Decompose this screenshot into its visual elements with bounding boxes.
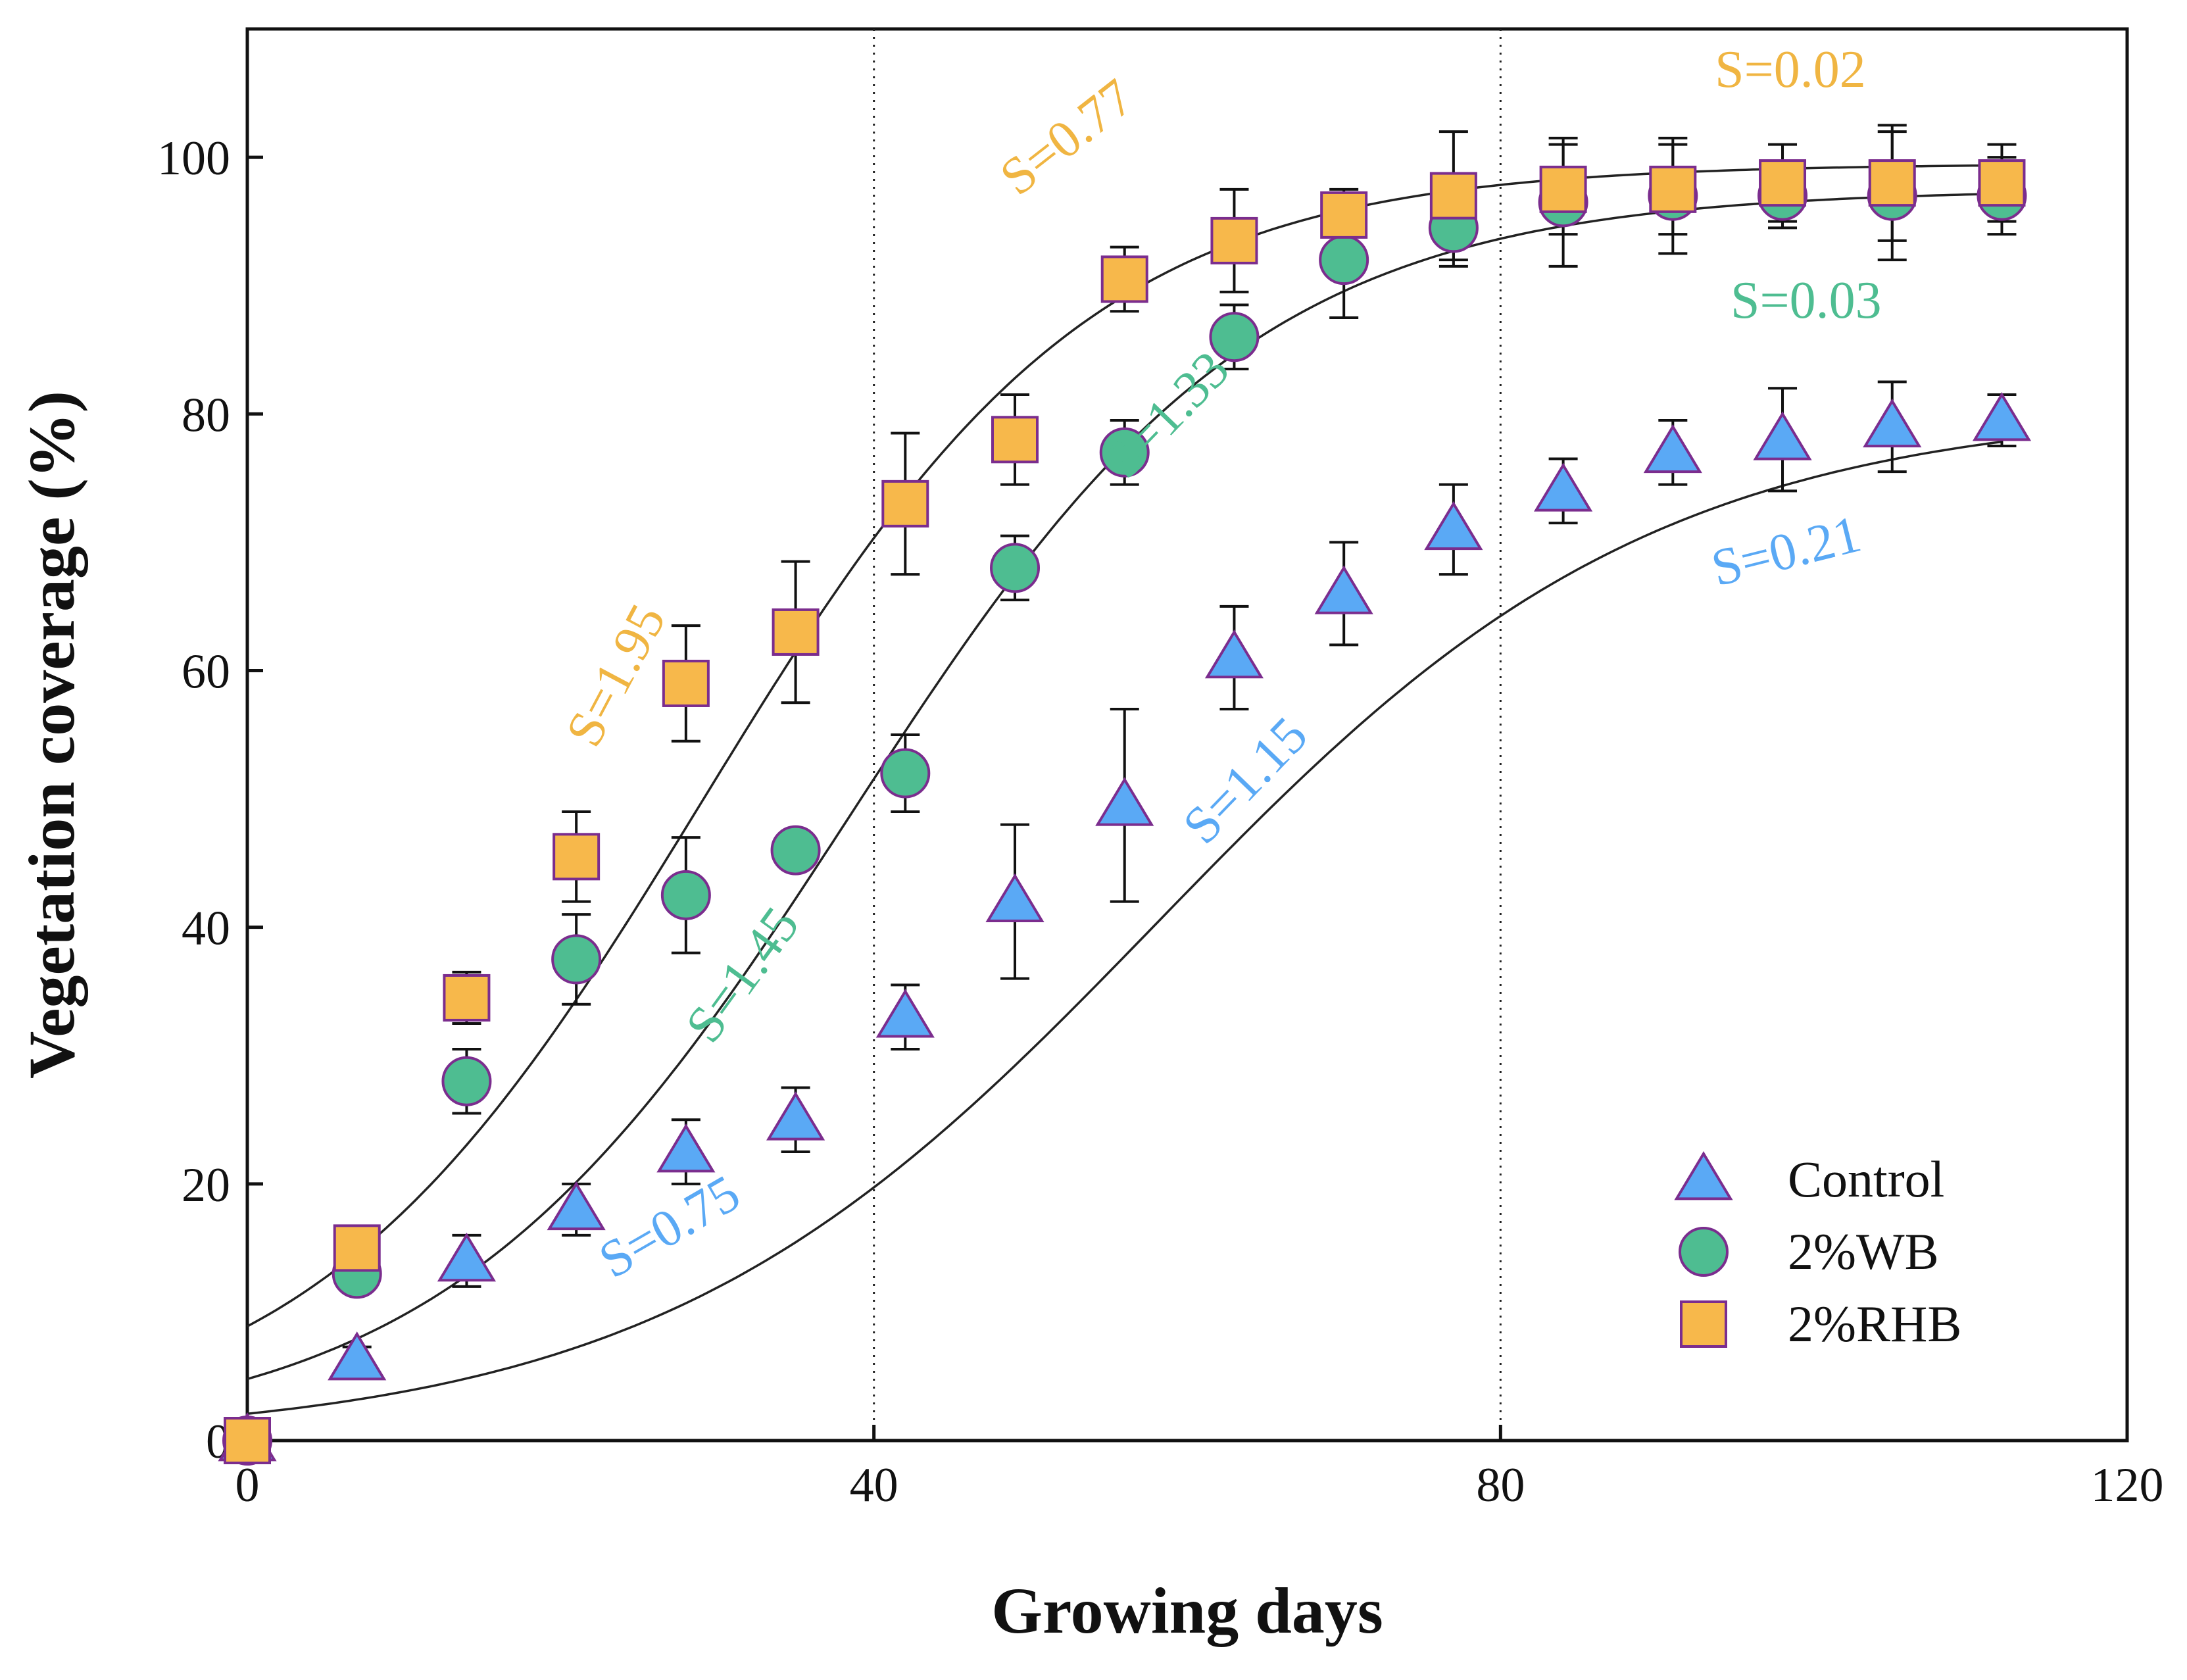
legend-marker-control xyxy=(1674,1151,1733,1200)
data-point-2pct-rhb xyxy=(772,608,820,656)
data-point-control xyxy=(547,1181,606,1231)
legend-label-2pct-wb: 2%WB xyxy=(1788,1223,1939,1280)
data-point-2pct-rhb xyxy=(443,974,491,1022)
data-point-control xyxy=(437,1232,497,1282)
data-point-2pct-rhb xyxy=(662,659,710,707)
data-point-2pct-rhb xyxy=(991,416,1039,464)
data-point-control xyxy=(1095,777,1154,826)
data-point-2pct-rhb xyxy=(333,1224,381,1272)
data-point-control xyxy=(1314,565,1373,614)
data-point-control xyxy=(656,1124,716,1173)
y-tick-label: 40 xyxy=(182,902,230,956)
x-tick-label: 120 xyxy=(2091,1458,2164,1512)
slope-annotation-control: S=0.21 xyxy=(1706,505,1867,598)
legend-label-2pct-rhb: 2%RHB xyxy=(1788,1295,1961,1352)
data-point-control xyxy=(1424,501,1483,551)
y-tick-label: 100 xyxy=(157,132,230,185)
x-axis-title: Growing days xyxy=(991,1574,1383,1647)
slope-annotation-2pct-rhb: S=0.77 xyxy=(990,68,1144,207)
data-point-2pct-wb xyxy=(1209,312,1260,362)
y-tick-label: 20 xyxy=(182,1158,230,1212)
legend-label-control: Control xyxy=(1788,1150,1944,1208)
slope-annotation-2pct-rhb: S=1.95 xyxy=(555,595,677,756)
x-tick-label: 80 xyxy=(1476,1458,1525,1512)
data-point-2pct-wb xyxy=(1099,427,1150,478)
data-point-2pct-rhb xyxy=(1868,159,1916,207)
data-point-control xyxy=(328,1331,387,1381)
slope-annotation-2pct-rhb: S=0.02 xyxy=(1715,41,1866,99)
data-point-2pct-wb xyxy=(441,1056,492,1106)
legend-marker-2pct-wb xyxy=(1679,1227,1729,1277)
legend-item-2pct-rhb: 2%RHB xyxy=(1680,1295,1961,1352)
data-point-2pct-rhb xyxy=(224,1417,271,1464)
data-point-2pct-rhb xyxy=(1100,255,1148,303)
reference-lines xyxy=(873,29,1502,1441)
data-point-2pct-rhb xyxy=(1978,159,2026,207)
y-axis-title: Vegetation coverage (%) xyxy=(15,391,88,1079)
fit-curve-control xyxy=(247,440,2002,1415)
data-point-2pct-rhb xyxy=(1429,172,1477,220)
data-point-2pct-rhb xyxy=(881,480,929,528)
data-point-2pct-wb xyxy=(880,748,931,799)
slope-annotation-2pct-wb: S=1.45 xyxy=(675,897,810,1052)
legend-item-control: Control xyxy=(1674,1150,1944,1208)
x-tick-label: 0 xyxy=(235,1458,260,1512)
data-point-2pct-wb xyxy=(770,825,821,876)
data-point-control xyxy=(1753,411,1812,460)
data-point-2pct-rhb xyxy=(1539,165,1587,213)
slope-annotation-control: S=0.75 xyxy=(590,1164,750,1290)
data-point-2pct-wb xyxy=(660,870,711,920)
data-point-2pct-rhb xyxy=(1759,159,1807,207)
data-point-2pct-wb xyxy=(990,543,1041,593)
data-point-control xyxy=(1534,462,1593,512)
data-point-control xyxy=(1643,424,1702,474)
data-point-2pct-rhb xyxy=(553,833,601,881)
y-tick-label: 60 xyxy=(182,645,230,699)
data-point-control xyxy=(1863,398,1922,448)
slope-annotation-2pct-wb: S=0.03 xyxy=(1731,272,1882,330)
data-point-control xyxy=(985,873,1044,922)
legend-item-2pct-wb: 2%WB xyxy=(1679,1223,1939,1280)
data-point-2pct-wb xyxy=(551,934,602,985)
x-tick-label: 40 xyxy=(850,1458,898,1512)
data-point-2pct-rhb xyxy=(1210,216,1258,264)
data-point-control xyxy=(766,1091,825,1141)
data-point-control xyxy=(875,989,935,1038)
legend: Control 2%WB 2%RHB xyxy=(1674,1150,1961,1352)
slope-annotation-2pct-wb: S=1.33 xyxy=(1094,341,1241,489)
data-markers xyxy=(218,159,2032,1466)
plot-frame xyxy=(245,27,2129,1443)
data-point-control xyxy=(1972,392,2032,441)
legend-marker-2pct-rhb xyxy=(1680,1300,1727,1348)
data-point-2pct-rhb xyxy=(1649,165,1697,213)
data-point-2pct-rhb xyxy=(1320,191,1368,239)
data-point-control xyxy=(1204,629,1264,679)
y-tick-label: 80 xyxy=(182,388,230,442)
data-point-2pct-wb xyxy=(1319,235,1369,285)
